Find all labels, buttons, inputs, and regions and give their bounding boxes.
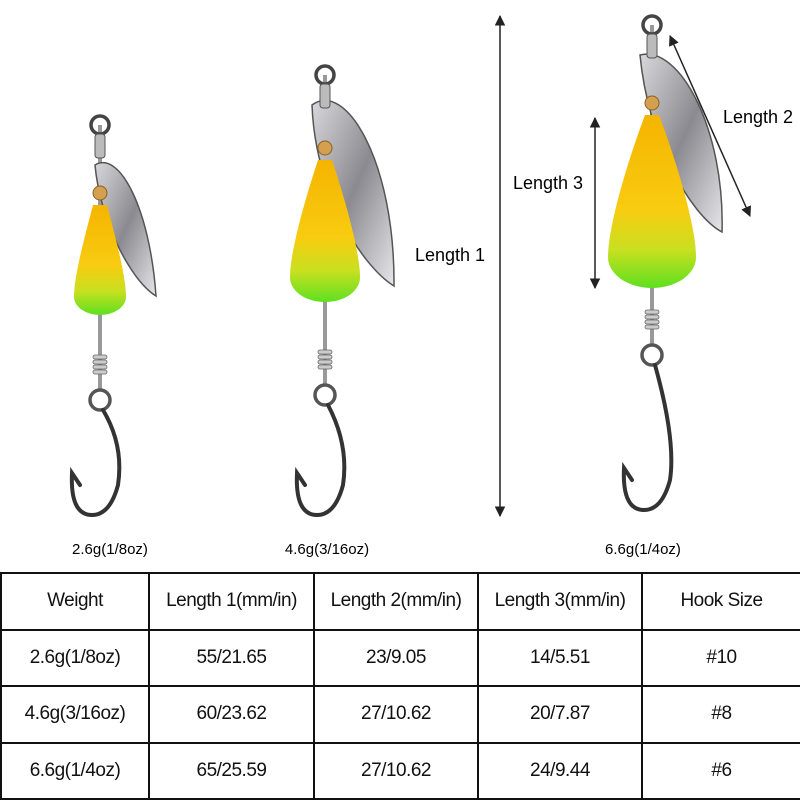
table-cell: 60/23.62 — [148, 685, 315, 744]
wrap — [317, 364, 333, 370]
dimension-label: Length 2 — [723, 107, 793, 127]
table-cell: 23/9.05 — [313, 628, 479, 687]
table-cell: #10 — [641, 628, 800, 687]
table-cell: 24/9.44 — [477, 741, 643, 800]
table-cell: 14/5.51 — [477, 628, 643, 687]
wrap — [92, 364, 108, 370]
weight-caption: 6.6g(1/4oz) — [605, 541, 681, 558]
wrap — [317, 354, 333, 360]
dimension-label: Length 3 — [513, 173, 583, 193]
bead — [644, 95, 660, 111]
swivel — [319, 83, 331, 109]
hook — [621, 363, 674, 513]
table-row: 6.6g(1/4oz) 65/25.59 27/10.62 24/9.44 #6 — [0, 741, 800, 800]
wrap — [644, 324, 660, 330]
table-cell: #8 — [641, 685, 800, 744]
table-cell: 4.6g(3/16oz) — [0, 685, 150, 744]
product-image: Length 1 Length 2 Length 3 2.6g(1/8oz) 4… — [69, 14, 793, 558]
wrap — [92, 369, 108, 375]
ring — [88, 388, 112, 412]
table-cell: 27/10.62 — [313, 741, 479, 800]
table-row: 2.6g(1/8oz) 55/21.65 23/9.05 14/5.51 #10 — [0, 628, 800, 687]
table-cell: 55/21.65 — [148, 628, 315, 687]
hook — [294, 403, 347, 518]
header-cell: Weight — [0, 572, 150, 631]
header-cell: Length 1(mm/in) — [148, 572, 315, 631]
length-2-arrow — [669, 35, 751, 217]
bead — [92, 185, 108, 201]
hook — [69, 408, 122, 518]
table-row: 4.6g(3/16oz) 60/23.62 27/10.62 20/7.87 #8 — [0, 685, 800, 744]
table-cell: 65/25.59 — [148, 741, 315, 800]
wrap — [92, 354, 108, 360]
table-cell: 6.6g(1/4oz) — [0, 741, 150, 800]
spec-table: Weight Length 1(mm/in) Length 2(mm/in) Leng… — [0, 572, 800, 800]
bead — [317, 140, 333, 156]
lure-body — [74, 205, 126, 315]
wrap — [644, 309, 660, 315]
wrap — [92, 359, 108, 365]
wrap — [644, 319, 660, 325]
lures — [69, 14, 723, 518]
lure-body — [290, 160, 360, 302]
header-row: Weight Length 1(mm/in) Length 2(mm/in) Leng… — [0, 572, 800, 631]
dimension-label: Length 1 — [415, 245, 485, 265]
swivel — [646, 33, 658, 59]
ring — [313, 383, 337, 407]
header-cell: Length 3(mm/in) — [477, 572, 643, 631]
header-cell: Hook Size — [641, 572, 800, 631]
table-cell: 2.6g(1/8oz) — [0, 628, 150, 687]
wrap — [644, 314, 660, 320]
swivel — [94, 133, 106, 159]
header-cell: Length 2(mm/in) — [313, 572, 479, 631]
table-cell: 20/7.87 — [477, 685, 643, 744]
wrap — [317, 349, 333, 355]
table-cell: 27/10.62 — [313, 685, 479, 744]
weight-caption: 4.6g(3/16oz) — [285, 541, 369, 558]
weight-caption: 2.6g(1/8oz) — [72, 541, 148, 558]
wrap — [317, 359, 333, 365]
table-cell: #6 — [641, 741, 800, 800]
ring — [640, 343, 664, 367]
